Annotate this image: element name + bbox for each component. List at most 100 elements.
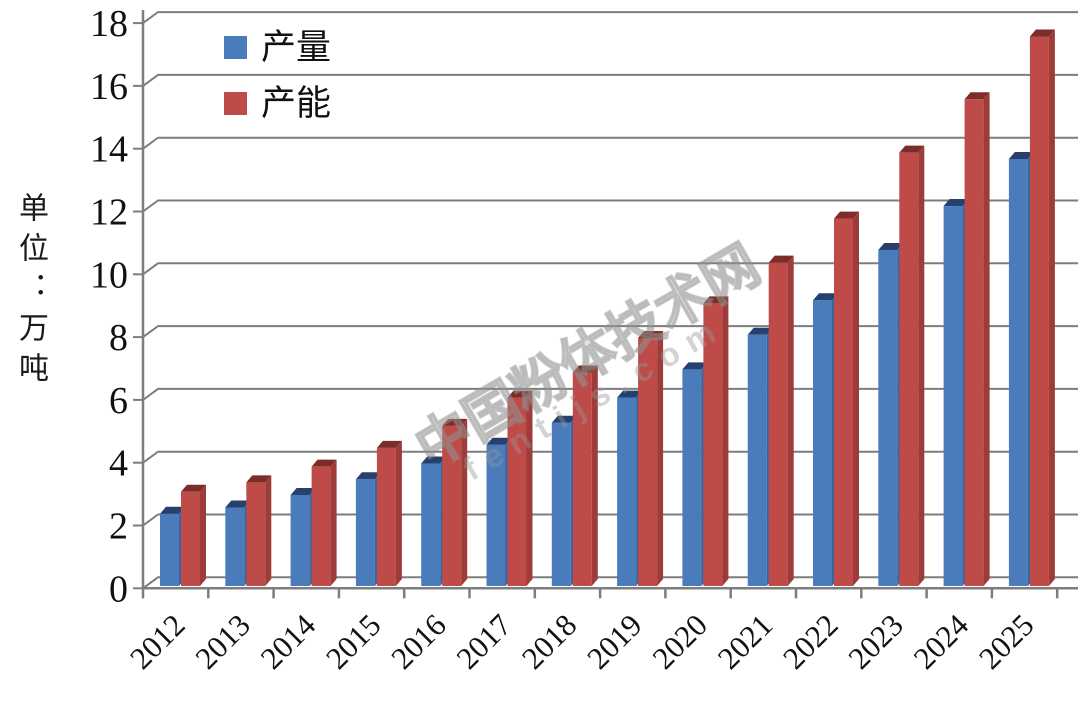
bar-top-face xyxy=(964,92,990,100)
bar-产能-2021 xyxy=(768,262,788,586)
bar-top-face xyxy=(638,330,664,338)
bar-top-face xyxy=(225,500,251,508)
x-category-label: 2012 xyxy=(123,607,192,676)
bar-top-face xyxy=(442,418,468,426)
gridline xyxy=(142,262,1078,276)
bar-产能-2012 xyxy=(181,491,200,586)
y-axis-title: 单位：万吨 xyxy=(14,192,47,392)
bar-top-face xyxy=(376,440,402,448)
x-category-label: 2013 xyxy=(188,607,257,676)
bar-side-face xyxy=(200,484,206,586)
legend-swatch-blue xyxy=(224,36,247,59)
bar-side-face xyxy=(526,390,533,586)
bar-top-face xyxy=(311,459,337,467)
bar-产能-2024 xyxy=(964,99,984,587)
bar-产量-2012 xyxy=(160,513,179,586)
x-category-label: 2017 xyxy=(450,607,519,676)
x-category-label: 2014 xyxy=(254,607,323,676)
bar-top-face xyxy=(1008,151,1034,159)
bar-产能-2018 xyxy=(572,372,592,586)
bar-top-face xyxy=(834,211,859,219)
bar-top-face xyxy=(899,145,925,153)
bar-产能-2020 xyxy=(703,303,723,586)
bar-top-face xyxy=(290,487,316,495)
bar-side-face xyxy=(461,418,468,586)
legend-label-production: 产量 xyxy=(261,28,332,67)
y-tick-label: 14 xyxy=(90,129,128,171)
bar-top-face xyxy=(181,484,206,492)
bar-产能-2014 xyxy=(311,466,331,586)
y-tick-label: 10 xyxy=(90,254,128,296)
y-tick-label: 0 xyxy=(109,568,128,610)
bar-产量-2023 xyxy=(878,250,898,586)
bar-产能-2019 xyxy=(638,337,658,586)
bar-产量-2024 xyxy=(943,206,963,586)
y-tick-label: 18 xyxy=(90,3,128,45)
bar-产能-2022 xyxy=(834,218,853,586)
y-tick-label: 16 xyxy=(90,66,128,108)
bar-top-face xyxy=(943,199,969,207)
x-category-label: 2019 xyxy=(580,607,649,676)
bar-产量-2021 xyxy=(747,334,767,586)
bar-top-face xyxy=(551,415,577,423)
legend-item-capacity: 产能 xyxy=(224,86,331,121)
bar-top-face xyxy=(1029,29,1055,37)
gridline xyxy=(142,513,1078,527)
bar-产量-2013 xyxy=(225,507,245,586)
gridline xyxy=(142,199,1078,213)
bar-产能-2016 xyxy=(442,425,462,586)
bar-top-face xyxy=(572,365,598,373)
bar-top-face xyxy=(486,437,512,445)
gridline xyxy=(142,387,1078,401)
bar-产量-2022 xyxy=(813,300,832,586)
gridline xyxy=(142,450,1078,464)
bar-top-face xyxy=(421,456,447,464)
y-tick-label: 6 xyxy=(109,380,128,422)
bar-top-face xyxy=(160,506,185,514)
bar-产量-2016 xyxy=(421,463,441,586)
y-tick-label: 8 xyxy=(109,317,128,359)
y-tick-label: 12 xyxy=(90,192,128,234)
bar-side-face xyxy=(722,296,729,586)
bar-产能-2013 xyxy=(246,482,266,586)
bar-top-face xyxy=(617,390,643,398)
gridline xyxy=(142,576,1078,590)
bar-top-face xyxy=(768,255,794,263)
x-category-label: 2015 xyxy=(319,607,388,676)
bar-top-face xyxy=(246,475,272,483)
legend-item-production: 产量 xyxy=(224,30,331,65)
legend-label-capacity: 产能 xyxy=(261,84,332,123)
bar-产量-2018 xyxy=(551,422,571,586)
x-category-label: 2020 xyxy=(645,607,714,676)
bar-side-face xyxy=(265,475,272,586)
legend-swatch-red xyxy=(224,92,247,115)
bar-side-face xyxy=(918,145,925,586)
bar-top-face xyxy=(507,390,533,398)
bar-top-face xyxy=(813,293,838,301)
bar-产能-2015 xyxy=(376,447,396,586)
gridline xyxy=(142,136,1078,150)
x-category-label: 2023 xyxy=(841,607,910,676)
y-tick-label: 4 xyxy=(109,443,128,485)
y-tick-label: 2 xyxy=(109,506,128,548)
bar-top-face xyxy=(878,243,904,251)
bar-side-face xyxy=(395,440,402,586)
bar-产量-2020 xyxy=(682,369,702,586)
bar-产能-2025 xyxy=(1029,36,1049,586)
bar-产能-2023 xyxy=(899,152,919,586)
bar-产量-2017 xyxy=(486,444,506,586)
gridline xyxy=(142,11,1078,24)
bar-top-face xyxy=(747,327,773,335)
bar-产量-2015 xyxy=(355,479,375,586)
x-category-label: 2025 xyxy=(972,607,1041,676)
bar-side-face xyxy=(787,255,794,586)
bar-产能-2017 xyxy=(507,397,527,586)
bar-产量-2025 xyxy=(1008,158,1028,586)
bar-产量-2019 xyxy=(617,397,637,586)
legend: 产量 产能 xyxy=(224,30,331,121)
bar-top-face xyxy=(703,296,729,304)
x-category-label: 2021 xyxy=(711,607,780,676)
x-category-label: 2022 xyxy=(776,607,845,676)
